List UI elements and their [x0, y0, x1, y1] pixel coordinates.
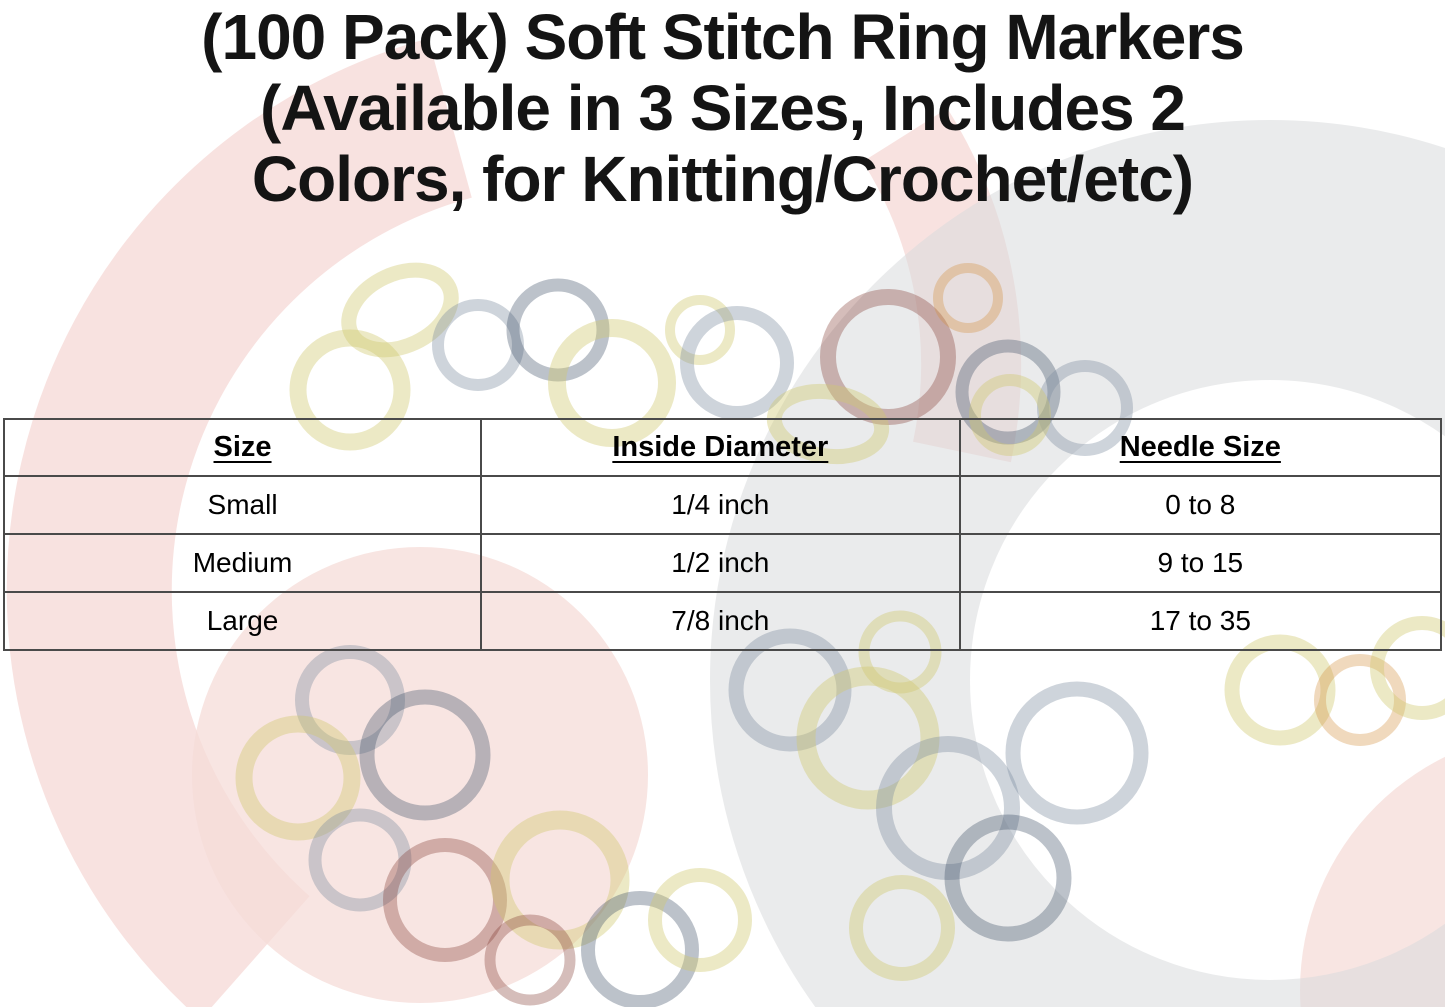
cell-needle-size: 17 to 35 [958, 591, 1443, 651]
size-chart-header-row: Size Inside Diameter Needle Size [2, 418, 1443, 477]
product-title-line-1: (100 Pack) Soft Stitch Ring Markers [201, 1, 1245, 73]
table-row-small: Small 1/4 inch 0 to 8 [2, 475, 1443, 535]
table-row-medium: Medium 1/2 inch 9 to 15 [2, 533, 1443, 593]
product-title-line-2: (Available in 3 Sizes, Includes 2 [260, 72, 1186, 144]
cell-size: Small [2, 475, 483, 535]
cell-needle-size: 0 to 8 [958, 475, 1443, 535]
cell-inside-diameter: 7/8 inch [480, 591, 961, 651]
cell-inside-diameter: 1/2 inch [480, 533, 961, 593]
cell-needle-size: 9 to 15 [958, 533, 1443, 593]
cell-size: Medium [2, 533, 483, 593]
cell-inside-diameter: 1/4 inch [480, 475, 961, 535]
column-header-needle-size: Needle Size [958, 418, 1443, 477]
size-chart-table: Size Inside Diameter Needle Size Small 1… [2, 418, 1443, 651]
watermark-gray-ring [710, 120, 1445, 1007]
cell-size: Large [2, 591, 483, 651]
column-header-inside-diameter: Inside Diameter [480, 418, 961, 477]
product-title: (100 Pack) Soft Stitch Ring Markers (Ava… [0, 2, 1445, 215]
watermark-red-corner-disc [1300, 756, 1445, 1007]
table-row-large: Large 7/8 inch 17 to 35 [2, 591, 1443, 651]
product-title-line-3: Colors, for Knitting/Crochet/etc) [251, 143, 1194, 215]
column-header-size: Size [2, 418, 483, 477]
watermark-red-disc [192, 547, 648, 1003]
